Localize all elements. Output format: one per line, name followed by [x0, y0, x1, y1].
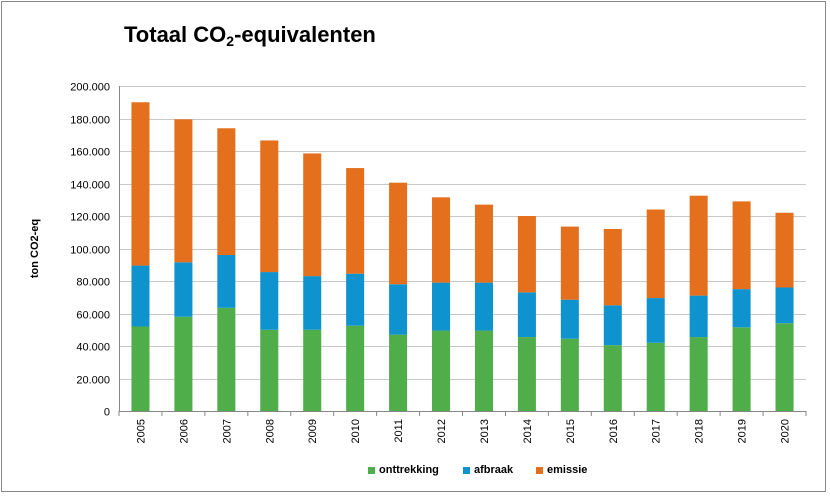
legend-label-emissie: emissie — [547, 464, 588, 476]
y-tick-label: 80.000 — [76, 277, 110, 289]
y-tick-label: 200.000 — [70, 82, 110, 94]
x-tick-label: 2013 — [479, 419, 491, 443]
y-tick-label: 60.000 — [76, 310, 110, 322]
bar-onttrekking-2009 — [303, 329, 322, 411]
x-tick-label: 2009 — [307, 419, 319, 443]
x-tick-label: 2012 — [436, 419, 448, 443]
bar-onttrekking-2006 — [174, 316, 193, 411]
legend-label-afbraak: afbraak — [474, 464, 514, 476]
y-tick-label: 140.000 — [70, 180, 110, 192]
bar-emissie-2005 — [131, 102, 150, 266]
bar-afbraak-2006 — [174, 262, 193, 317]
x-tick-label: 2006 — [178, 419, 190, 443]
x-tick-label: 2019 — [737, 419, 749, 443]
bar-emissie-2015 — [560, 226, 579, 300]
x-tick-label: 2017 — [651, 419, 663, 443]
x-tick-label: 2007 — [221, 419, 233, 443]
bar-afbraak-2013 — [474, 282, 493, 331]
y-axis-title: ton CO2-eq — [29, 219, 41, 278]
y-tick-label: 120.000 — [70, 212, 110, 224]
bar-onttrekking-2019 — [732, 327, 751, 411]
chart-legend: onttrekking afbraak emissie — [0, 464, 830, 480]
bar-onttrekking-2005 — [131, 326, 150, 411]
bar-onttrekking-2015 — [560, 338, 579, 411]
bar-afbraak-2012 — [432, 282, 451, 331]
bar-emissie-2012 — [432, 197, 451, 283]
x-tick-label: 2011 — [393, 419, 405, 443]
bar-emissie-2018 — [689, 195, 708, 296]
bar-emissie-2007 — [217, 128, 236, 255]
bar-afbraak-2015 — [560, 299, 579, 339]
bar-onttrekking-2014 — [517, 337, 536, 411]
x-tick-label: 2016 — [608, 419, 620, 443]
bar-afbraak-2014 — [517, 292, 536, 338]
bar-afbraak-2010 — [346, 273, 365, 326]
bar-onttrekking-2018 — [689, 337, 708, 411]
bar-emissie-2014 — [517, 216, 536, 293]
bar-emissie-2017 — [646, 209, 665, 299]
chart-title: Totaal CO2-equivalenten — [124, 22, 376, 49]
bar-onttrekking-2016 — [603, 345, 622, 411]
bar-afbraak-2019 — [732, 289, 751, 328]
bar-onttrekking-2020 — [775, 323, 794, 411]
legend-item-emissie: emissie — [536, 464, 587, 476]
bar-emissie-2008 — [260, 140, 279, 273]
bar-onttrekking-2010 — [346, 325, 365, 411]
bar-afbraak-2008 — [260, 272, 279, 330]
x-tick-label: 2010 — [350, 419, 362, 443]
bar-afbraak-2020 — [775, 287, 794, 324]
bar-emissie-2019 — [732, 201, 751, 290]
legend-swatch-onttrekking — [368, 466, 375, 474]
x-tick-label: 2014 — [522, 419, 534, 443]
bar-emissie-2013 — [474, 204, 493, 283]
legend-swatch-emissie — [536, 466, 543, 474]
bar-onttrekking-2007 — [217, 307, 236, 411]
legend-item-afbraak: afbraak — [463, 464, 513, 476]
x-tick-label: 2018 — [694, 419, 706, 443]
bar-emissie-2010 — [346, 168, 365, 274]
bar-onttrekking-2008 — [260, 329, 279, 411]
bar-emissie-2016 — [603, 229, 622, 306]
x-tick-label: 2008 — [264, 419, 276, 443]
chart-title-subscript: 2 — [226, 33, 235, 49]
bar-emissie-2011 — [389, 182, 408, 285]
bar-onttrekking-2012 — [432, 330, 451, 411]
x-tick-label: 2005 — [135, 419, 147, 443]
y-tick-label: 0 — [104, 407, 110, 419]
bar-onttrekking-2011 — [389, 334, 408, 411]
y-tick-label: 180.000 — [70, 115, 110, 127]
x-tick-label: 2015 — [565, 419, 577, 443]
x-tick-label: 2020 — [780, 419, 792, 443]
bar-emissie-2009 — [303, 153, 322, 277]
y-tick-label: 40.000 — [76, 342, 110, 354]
bar-onttrekking-2017 — [646, 342, 665, 411]
legend-swatch-afbraak — [463, 466, 470, 474]
y-tick-label: 100.000 — [70, 245, 110, 257]
y-tick-label: 160.000 — [70, 147, 110, 159]
bar-afbraak-2018 — [689, 295, 708, 338]
y-tick-label: 20.000 — [76, 375, 110, 387]
bar-emissie-2006 — [174, 119, 193, 263]
legend-item-onttrekking: onttrekking — [368, 464, 439, 476]
legend-label-onttrekking: onttrekking — [379, 464, 439, 476]
bar-afbraak-2011 — [389, 284, 408, 335]
bar-afbraak-2009 — [303, 276, 322, 330]
bar-onttrekking-2013 — [474, 330, 493, 411]
bar-afbraak-2016 — [603, 305, 622, 346]
bar-afbraak-2007 — [217, 255, 236, 308]
bar-emissie-2020 — [775, 212, 794, 288]
bar-afbraak-2005 — [131, 265, 150, 327]
bar-afbraak-2017 — [646, 298, 665, 343]
